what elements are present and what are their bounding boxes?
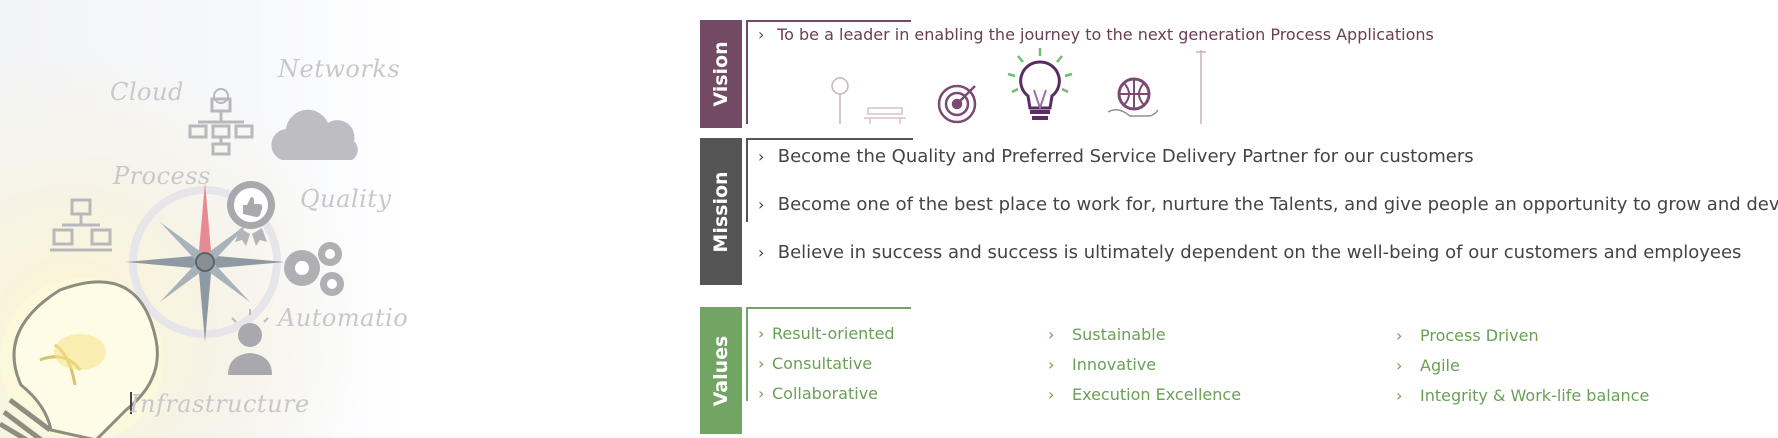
chevron-right-icon: › <box>1396 356 1403 375</box>
word-automation: Automation <box>278 304 410 332</box>
big-lightbulb-icon <box>0 278 164 438</box>
values-label: Values <box>710 335 732 406</box>
chevron-right-icon: › <box>758 324 765 343</box>
vision-item: › To be a leader in enabling the journey… <box>758 25 1434 44</box>
value-item: › Collaborative <box>758 384 878 403</box>
mission-item: › Believe in success and success is ulti… <box>758 242 1741 263</box>
chevron-right-icon: › <box>1048 325 1055 344</box>
chevron-right-icon: › <box>758 195 765 214</box>
value-item-text: Sustainable <box>1072 325 1166 344</box>
vision-icons-row <box>831 48 1206 124</box>
value-item-text: Collaborative <box>772 384 879 403</box>
values-bracket <box>746 307 911 401</box>
network-icon <box>50 198 112 252</box>
value-item: › Consultative <box>758 354 872 373</box>
quality-badge-icon <box>227 181 275 246</box>
illustration-graphics <box>0 88 358 438</box>
value-item: › Agile <box>1396 356 1460 375</box>
gears-icon <box>284 242 344 296</box>
mission-item-text: Believe in success and success is ultima… <box>777 242 1742 263</box>
value-item-text: Execution Excellence <box>1072 385 1242 404</box>
value-item-text: Integrity & Work-life balance <box>1420 386 1650 405</box>
bench-icon <box>864 107 906 124</box>
value-item-text: Innovative <box>1072 355 1157 374</box>
chevron-right-icon: › <box>1396 386 1403 405</box>
vision-label: Vision <box>710 41 732 107</box>
value-item: › Sustainable <box>1048 325 1166 344</box>
hero-illustration: Cloud Networks Process Quality Automatio… <box>0 0 410 438</box>
target-icon <box>937 84 977 124</box>
vision-bracket <box>746 20 911 124</box>
chevron-right-icon: › <box>758 384 765 403</box>
street-lamp-icon <box>1196 50 1206 124</box>
word-cloud: Cloud <box>110 78 184 106</box>
value-item-text: Result-oriented <box>772 324 895 343</box>
value-item: › Process Driven <box>1396 326 1539 345</box>
word-process: Process <box>113 162 211 190</box>
chevron-right-icon: › <box>1048 355 1055 374</box>
value-item: › Innovative <box>1048 355 1156 374</box>
globe-in-hand-icon <box>1107 77 1159 117</box>
word-networks: Networks <box>278 55 401 83</box>
chevron-right-icon: › <box>1396 326 1403 345</box>
mission-label: Mission <box>710 170 732 253</box>
bulb-small-icon <box>213 88 229 104</box>
flowchart-icon <box>188 97 254 156</box>
word-infrastructure: Infrastructure <box>130 390 310 418</box>
compass-icon <box>125 182 285 342</box>
chevron-right-icon: › <box>758 243 765 262</box>
value-item: › Result-oriented <box>758 324 895 343</box>
chevron-right-icon: › <box>758 354 765 373</box>
chevron-right-icon: › <box>758 25 765 44</box>
chevron-right-icon: › <box>758 147 765 166</box>
mission-tab: Mission <box>700 138 742 285</box>
mission-item: › Become one of the best place to work f… <box>758 194 1778 215</box>
value-item-text: Consultative <box>772 354 873 373</box>
cloud-icon <box>271 109 358 160</box>
vision-item-text: To be a leader in enabling the journey t… <box>777 25 1434 44</box>
mission-item: › Become the Quality and Preferred Servi… <box>758 146 1474 167</box>
tree-icon <box>831 77 849 124</box>
chevron-right-icon: › <box>1048 385 1055 404</box>
vision-tab: Vision <box>700 20 742 128</box>
mission-bracket <box>746 138 913 222</box>
person-idea-icon <box>228 309 272 375</box>
mission-item-text: Become the Quality and Preferred Service… <box>777 146 1474 167</box>
word-quality: Quality <box>300 185 392 213</box>
value-item-text: Agile <box>1420 356 1460 375</box>
mission-item-text: Become one of the best place to work for… <box>777 194 1778 215</box>
values-tab: Values <box>700 307 742 434</box>
value-item: › Integrity & Work-life balance <box>1396 386 1649 405</box>
value-item-text: Process Driven <box>1420 326 1539 345</box>
lightbulb-icon <box>1007 48 1073 120</box>
value-item: › Execution Excellence <box>1048 385 1241 404</box>
